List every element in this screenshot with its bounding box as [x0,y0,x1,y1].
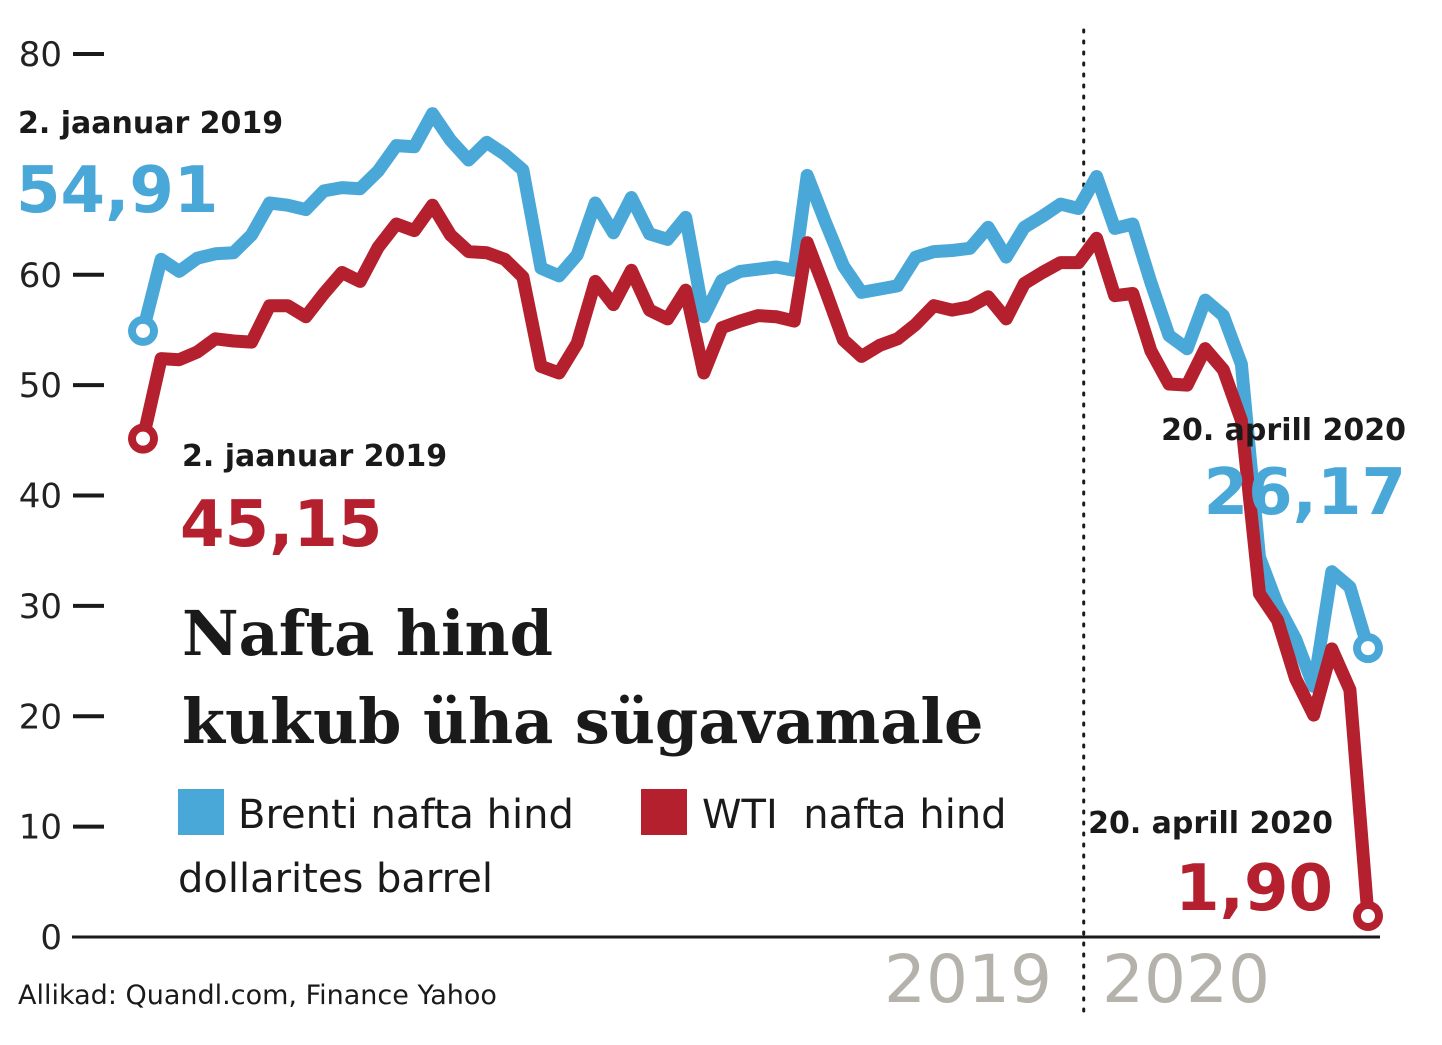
annotation-wti-start-date: 2. jaanuar 2019 [182,439,447,474]
text-layer: Nafta hind kukub üha sügavamale Brenti n… [16,106,1406,1018]
source-note: Allikad: Quandl.com, Finance Yahoo [18,980,497,1011]
endpoint-inner-brent-end [1361,641,1375,656]
series-line-brent [136,107,1375,693]
legend-swatch-brent [178,789,224,835]
endpoint-inner-wti-start [136,431,150,446]
endpoint-inner-brent-start [136,323,150,338]
unit-label: dollarites barrel [178,856,493,902]
annotation-wti-start-value: 45,15 [180,488,382,562]
y-tick-label-80: 80 [19,35,62,75]
annotation-brent-start-value: 54,91 [16,154,218,228]
legend-label-wti: WTI nafta hind [702,792,1007,838]
y-tick-label-20: 20 [19,697,62,737]
y-tick-label-40: 40 [19,477,62,517]
y-tick-label-10: 10 [19,808,62,848]
series-layer [128,107,1383,932]
annotation-wti-end-value: 1,90 [1175,852,1333,926]
legend-label-brent: Brenti nafta hind [238,792,574,838]
annotation-brent-start-date: 2. jaanuar 2019 [18,106,283,141]
annotation-brent-end-value: 26,17 [1204,456,1406,530]
axis-layer: 0 10 20 30 40 50 60 80 [19,28,1380,1020]
series-line-wti [136,198,1375,923]
legend-swatch-wti [641,789,687,835]
y-tick-label-60: 60 [19,256,62,296]
endpoint-inner-wti-end [1361,909,1375,924]
chart-title-line-1: Nafta hind [182,597,553,670]
chart-title-line-2: kukub üha sügavamale [182,685,983,758]
y-tick-label-30: 30 [19,587,62,627]
year-label-2019: 2019 [884,941,1052,1018]
y-tick-label-0: 0 [40,918,62,958]
annotation-wti-end-date: 20. aprill 2020 [1088,806,1333,841]
year-label-2020: 2020 [1102,941,1270,1018]
y-tick-label-50: 50 [19,366,62,406]
annotation-brent-end-date: 20. aprill 2020 [1161,413,1406,448]
